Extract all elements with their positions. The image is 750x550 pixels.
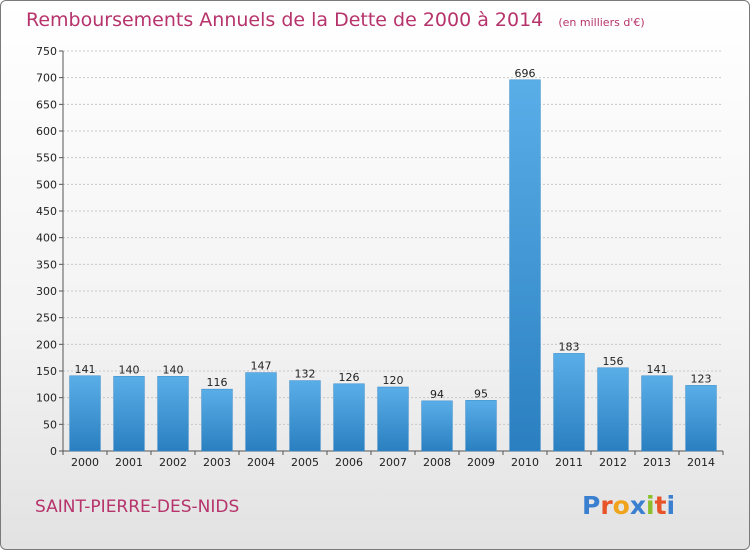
y-tick-label: 0 [50,445,57,458]
data-labels: 141 140 140 116 147 132 126 120 94 95 696 183 156 141… [75,67,712,401]
y-tick-label: 200 [36,338,57,351]
y-tick-label: 650 [36,98,57,111]
data-label-2009: 95 [474,387,488,400]
x-tick-label-2010: 2010 [511,456,539,469]
x-tick-label-2000: 2000 [71,456,99,469]
x-tick-label-2013: 2013 [643,456,671,469]
y-axis-labels: 0 50 100 150 200 250 300 350 400 450 500 550 600 650 7… [36,45,57,458]
y-tick-label: 300 [36,285,57,298]
y-tick-label: 600 [36,125,57,138]
bar-2008 [421,400,453,452]
y-tick-label: 100 [36,392,57,405]
x-tick-label-2001: 2001 [115,456,143,469]
x-tick-label-2006: 2006 [335,456,363,469]
x-tick-label-2005: 2005 [291,456,319,469]
y-tick-label: 50 [43,418,57,431]
data-label-2012: 156 [603,355,624,368]
x-tick-label-2007: 2007 [379,456,407,469]
y-tick-label: 150 [36,365,57,378]
bar-2001 [113,376,145,452]
bars [69,79,717,452]
x-axis-labels: 2000 2001 2002 2003 2004 2005 2006 2007 2008 2009… [62,451,724,469]
y-tick-label: 250 [36,312,57,325]
bar-2002 [157,376,189,452]
y-tick-label: 750 [36,45,57,58]
x-tick-label-2002: 2002 [159,456,187,469]
data-label-2010: 696 [515,67,536,80]
data-label-2000: 141 [75,363,96,376]
bar-2014 [685,385,717,452]
chart-title-block: Remboursements Annuels de la Dette de 20… [26,9,645,31]
data-label-2001: 140 [119,363,140,376]
chart-subtitle: (en milliers d'€) [558,16,645,29]
data-label-2006: 126 [339,371,360,384]
x-tick-label-2003: 2003 [203,456,231,469]
y-tick-label: 400 [36,232,57,245]
logo-letter: r [600,491,613,520]
y-tick-label: 500 [36,178,57,191]
data-label-2007: 120 [383,374,404,387]
x-tick-label-2012: 2012 [599,456,627,469]
data-label-2004: 147 [251,360,272,373]
logo-letter: i [646,491,655,520]
bar-2003 [201,388,233,452]
bar-2010 [509,79,541,452]
proxiti-logo: Proxiti [582,491,675,520]
y-tick-label: 700 [36,72,57,85]
bar-2006 [333,383,365,452]
data-label-2002: 140 [163,363,184,376]
bar-2011 [553,353,585,452]
y-tick-label: 550 [36,152,57,165]
chart-title: Remboursements Annuels de la Dette de 20… [26,9,544,31]
data-label-2011: 183 [559,340,580,353]
data-label-2008: 94 [430,388,444,401]
logo-letter: P [582,491,601,520]
data-label-2003: 116 [207,376,228,389]
logo-letter: x [629,491,646,520]
x-tick-label-2008: 2008 [423,456,451,469]
bar-2004 [245,372,277,452]
data-label-2005: 132 [295,368,316,381]
data-label-2014: 123 [691,372,712,385]
bar-2005 [289,380,321,452]
logo-letter: o [612,491,630,520]
data-label-2013: 141 [647,363,668,376]
bar-2013 [641,375,673,452]
commune-name: SAINT-PIERRE-DES-NIDS [35,497,240,517]
bar-2012 [597,367,629,452]
x-tick-label-2004: 2004 [247,456,275,469]
bar-2000 [69,375,101,452]
logo-letter: i [666,491,676,520]
x-tick-label-2014: 2014 [687,456,715,469]
bar-2007 [377,386,409,452]
bar-2009 [465,400,497,452]
y-tick-label: 450 [36,205,57,218]
logo-letter: t [654,491,667,520]
x-tick-label-2011: 2011 [555,456,583,469]
x-tick-label-2009: 2009 [467,456,495,469]
y-tick-label: 350 [36,258,57,271]
